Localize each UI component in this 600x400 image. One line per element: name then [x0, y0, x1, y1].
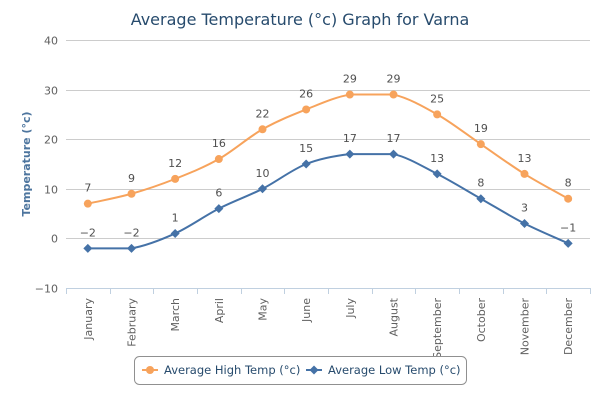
data-label: −1 — [560, 221, 576, 234]
data-label: 25 — [430, 92, 444, 105]
data-label: 17 — [343, 132, 357, 145]
x-tick-label: September — [431, 298, 444, 359]
data-point — [258, 184, 267, 194]
data-label: 6 — [215, 187, 222, 200]
x-tick-label: May — [257, 298, 270, 321]
data-label: 19 — [474, 122, 488, 135]
data-label: 29 — [343, 73, 357, 86]
data-point — [520, 219, 529, 229]
data-label: 1 — [172, 211, 179, 224]
data-label: 22 — [256, 107, 270, 120]
legend-box — [134, 356, 467, 385]
y-tick-label: 20 — [44, 134, 58, 147]
data-point — [476, 140, 485, 149]
data-point — [214, 204, 224, 214]
y-tick-label: 30 — [44, 85, 58, 98]
y-tick-label: −10 — [35, 283, 58, 296]
legend-marker — [309, 365, 319, 375]
legend-marker — [146, 366, 154, 374]
data-label: 26 — [299, 87, 313, 100]
x-tick-label: December — [562, 298, 575, 356]
data-point — [476, 194, 486, 204]
y-axis-label: Temperature (°c) — [20, 111, 33, 216]
x-tick-label: July — [344, 298, 357, 319]
data-point — [258, 125, 267, 134]
y-axis-ticks: −10 0 10 20 30 40 — [35, 35, 58, 296]
data-point — [389, 90, 398, 99]
data-point — [302, 105, 311, 114]
data-point — [564, 194, 573, 203]
data-point — [170, 228, 180, 238]
data-label: 29 — [387, 73, 401, 86]
series-high: 7 9 12 16 22 26 29 29 25 19 13 8 — [83, 73, 573, 208]
data-label: 7 — [84, 182, 91, 195]
data-point — [433, 110, 442, 119]
data-label: 17 — [387, 132, 401, 145]
legend-label: Average High Temp (°c) — [164, 363, 300, 377]
data-label: 13 — [518, 152, 532, 165]
data-label: 15 — [299, 142, 313, 155]
x-tick-label: November — [519, 298, 532, 356]
legend[interactable]: Average High Temp (°c) Average Low Temp (… — [134, 356, 467, 385]
data-label: −2 — [80, 226, 96, 239]
x-tick-label: March — [169, 298, 182, 332]
data-label: 16 — [212, 137, 226, 150]
data-label: 8 — [477, 177, 484, 190]
x-tick-label: June — [300, 298, 313, 323]
series-line — [87, 153, 569, 250]
data-label: 12 — [168, 157, 182, 170]
y-tick-label: 10 — [44, 184, 58, 197]
data-point — [301, 159, 311, 169]
x-tick-label: April — [213, 298, 226, 323]
legend-label: Average Low Temp (°c) — [328, 363, 461, 377]
data-point — [563, 238, 573, 248]
x-tick-label: October — [475, 298, 488, 342]
data-point — [83, 199, 92, 208]
data-point — [83, 243, 93, 253]
x-tick-label: January — [82, 298, 95, 341]
data-point — [520, 169, 529, 178]
y-tick-label: 40 — [44, 35, 58, 48]
data-label: 13 — [430, 152, 444, 165]
legend-item-high: Average High Temp (°c) — [142, 363, 300, 377]
chart-title: Average Temperature (°c) Graph for Varna — [131, 10, 470, 29]
data-point — [127, 189, 136, 198]
data-label: 9 — [128, 172, 135, 185]
data-point — [345, 149, 355, 159]
data-label: 10 — [256, 167, 270, 180]
data-label: 8 — [565, 177, 572, 190]
legend-item-low: Average Low Temp (°c) — [306, 363, 461, 377]
x-tick-label: February — [126, 298, 139, 347]
data-point — [432, 169, 442, 179]
series-line — [87, 93, 569, 205]
data-label: 3 — [521, 202, 528, 215]
y-tick-label: 0 — [51, 233, 58, 246]
data-point — [345, 90, 354, 99]
data-point — [127, 243, 136, 253]
x-tick-label: August — [388, 297, 401, 336]
data-point — [214, 155, 223, 164]
x-axis-ticks: January February March April May June July Augu… — [66, 288, 591, 359]
data-point — [171, 174, 180, 183]
data-label: −2 — [123, 226, 139, 239]
data-point — [389, 149, 398, 159]
